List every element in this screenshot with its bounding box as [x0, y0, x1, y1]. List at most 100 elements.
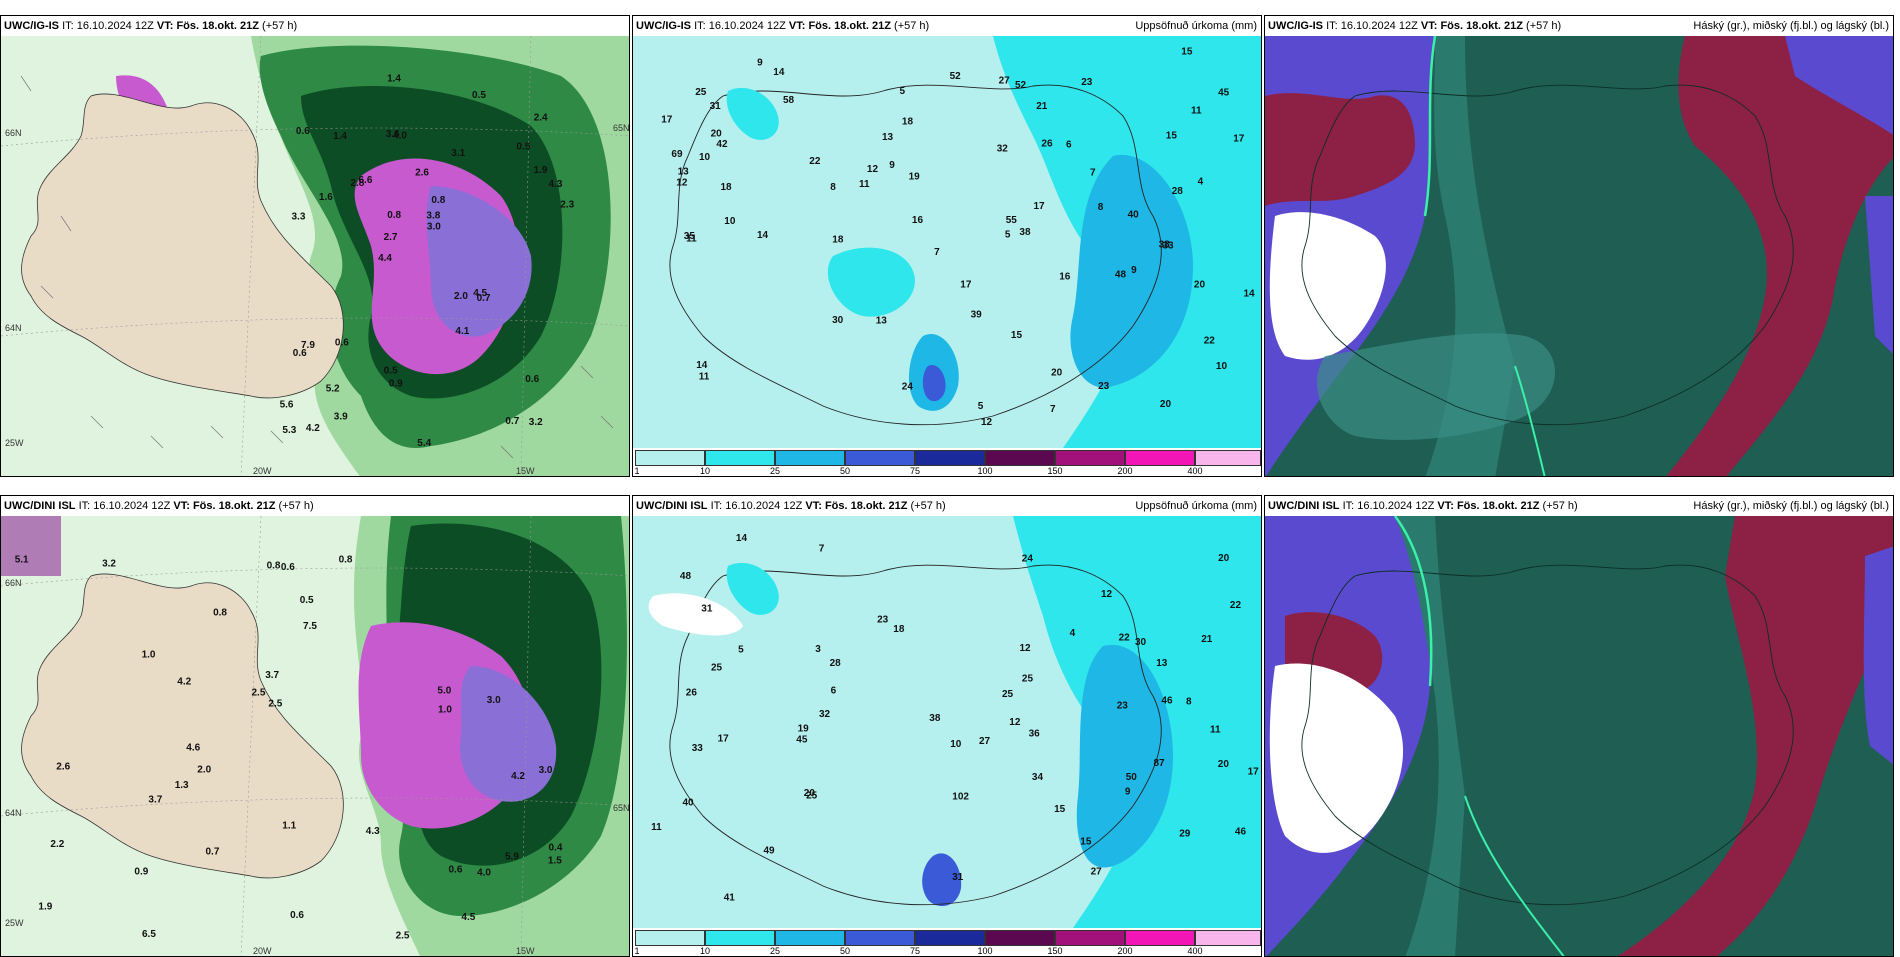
value-label: 15: [1054, 804, 1066, 815]
value-label: 38: [1159, 240, 1171, 251]
value-label: 0.6: [296, 126, 310, 137]
colorbar-seg: [1055, 930, 1125, 946]
value-label: 16: [1059, 272, 1071, 283]
value-label: 1.1: [282, 820, 296, 831]
value-label: 52: [950, 71, 962, 82]
vt-value: Fös. 18.okt. 21Z: [1440, 20, 1523, 32]
vt-value: Fös. 18.okt. 21Z: [176, 20, 259, 32]
model-name: UWC/IG-IS: [636, 20, 691, 32]
colorbar-seg: [775, 450, 845, 466]
precip-map[interactable]: 66N 64N 65N 25W 20W 15W 3.2 3.3 2.4 4.4 3.1 4…: [1, 36, 629, 476]
value-label: 9: [757, 58, 763, 69]
value-label: 50: [1126, 772, 1138, 783]
value-label: 3.0: [487, 695, 501, 706]
value-label: 8: [830, 182, 836, 193]
colorbar-tick: 50: [839, 466, 851, 476]
precip-map[interactable]: 66N 64N 65N 25W 20W 15W 0.4 0.6 1.9 3.7 4.2 5…: [1, 516, 629, 956]
value-label: 2.6: [56, 761, 70, 772]
value-label: 28: [1172, 186, 1184, 197]
it-value: 16.10.2024 12Z: [708, 20, 786, 32]
accum-map-panel-row2: UWC/DINI ISL IT: 16.10.2024 12Z VT: Fös.…: [632, 495, 1262, 957]
value-label: 17: [1034, 201, 1046, 212]
cloud-map[interactable]: [1265, 36, 1893, 476]
value-label: 0.6: [449, 865, 463, 876]
it-value: 16.10.2024 12Z: [76, 20, 154, 32]
value-label: 19: [798, 723, 810, 734]
value-label: 11: [1191, 105, 1202, 116]
lead-time: (+57 h): [278, 500, 314, 512]
value-label: 1.9: [534, 165, 548, 176]
value-label: 20: [1218, 759, 1230, 770]
value-label: 23: [1117, 701, 1129, 712]
value-label: 15: [1080, 837, 1092, 848]
lead-time: (+57 h): [894, 20, 930, 32]
vt-value: Fös. 18.okt. 21Z: [808, 20, 891, 32]
value-label: 46: [1235, 827, 1247, 838]
value-label: 26: [686, 688, 698, 699]
value-label: 2.3: [560, 199, 574, 210]
value-label: 9: [1131, 265, 1137, 276]
accum-map[interactable]: 22 17 12 15 11 20 25 27 23 26 31 19 18 20 29 36 38 25 33 46…: [633, 516, 1261, 956]
panel-header: UWC/DINI ISL IT: 16.10.2024 12Z VT: Fös.…: [633, 496, 1261, 516]
value-label: 5.6: [280, 400, 294, 411]
vt-label: VT:: [788, 20, 806, 32]
value-label: 39: [971, 309, 983, 320]
value-label: 6.5: [142, 929, 156, 940]
value-label: 102: [952, 791, 969, 802]
colorbar-tick: 10: [699, 946, 711, 956]
value-label: 10: [950, 739, 962, 750]
colorbar-seg: [1195, 930, 1261, 946]
vt-label: VT:: [1437, 500, 1454, 512]
value-label: 5.1: [15, 555, 29, 566]
value-label: 2.4: [534, 112, 548, 123]
value-label: 0.4: [549, 843, 563, 854]
value-label: 18: [832, 234, 844, 245]
value-label: 4.5: [461, 912, 475, 923]
colorbar-seg: [845, 930, 915, 946]
value-label: 17: [1233, 133, 1245, 144]
lon-label: 15W: [516, 946, 535, 956]
precip-map-panel-row1: UWC/IG-IS IT: 16.10.2024 12Z VT: Fös. 18…: [0, 15, 630, 477]
value-label: 4.1: [455, 326, 469, 337]
model-name: UWC/IG-IS: [4, 20, 59, 32]
colorbar: 1 10 25 50 75 100 150 200 400: [633, 928, 1261, 956]
colorbar-tick: 25: [769, 946, 781, 956]
value-label: 7.5: [303, 621, 317, 632]
cloud-map[interactable]: [1265, 516, 1893, 956]
value-label: 1.4: [387, 74, 401, 85]
value-label: 11: [699, 372, 710, 383]
value-label: 10: [699, 152, 711, 163]
it-label: IT:: [710, 500, 723, 512]
value-label: 20: [1160, 399, 1172, 410]
lead-time: (+57 h): [1526, 20, 1562, 32]
value-label: 2.7: [384, 232, 398, 243]
value-label: 4: [1070, 628, 1076, 639]
value-label: 27: [999, 76, 1011, 87]
value-label: 0.7: [206, 846, 220, 857]
value-label: 13: [882, 132, 894, 143]
value-label: 32: [819, 709, 831, 720]
value-label: 34: [1032, 772, 1044, 783]
value-label: 3.9: [334, 412, 348, 423]
lat-label: 66N: [5, 128, 22, 138]
value-label: 0.6: [293, 348, 307, 359]
accum-map[interactable]: 4 5 7 9 8 11 11 9 15 15 13 14 23 16 19 22 18 28 48 55 33 52 39…: [633, 36, 1261, 476]
value-label: 4.0: [477, 868, 491, 879]
value-label: 45: [1218, 87, 1230, 98]
value-label: 52: [1015, 80, 1027, 91]
colorbar-tick: 75: [909, 466, 921, 476]
value-label: 20: [1194, 280, 1206, 291]
panel-title: Uppsöfnuð úrkoma (mm): [1135, 20, 1257, 32]
value-label: 23: [877, 615, 889, 626]
value-label: 13: [678, 166, 690, 177]
value-label: 1.4: [333, 131, 347, 142]
value-label: 14: [757, 230, 769, 241]
vt-label: VT:: [805, 500, 822, 512]
value-label: 3.0: [539, 765, 553, 776]
cloud-map-panel-row1: UWC/IG-IS IT: 16.10.2024 12Z VT: Fös. 18…: [1264, 15, 1894, 477]
value-label: 3: [815, 644, 821, 655]
value-label: 15: [1011, 330, 1023, 341]
value-label: 0.5: [300, 595, 314, 606]
value-label: 3.2: [102, 558, 116, 569]
value-label: 0.6: [281, 562, 295, 573]
